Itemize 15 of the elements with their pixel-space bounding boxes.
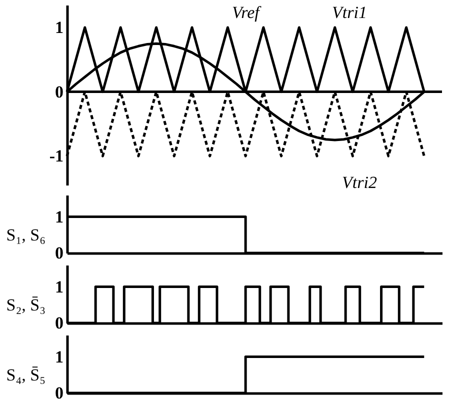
y-tick-label: 1 bbox=[55, 277, 64, 296]
y-axis-title: S₁, S₆ bbox=[6, 225, 46, 244]
annotation: Vref bbox=[232, 3, 262, 22]
y-tick-label: 0 bbox=[55, 314, 64, 332]
y-tick-label: -1 bbox=[49, 146, 64, 166]
y-tick-label: 0 bbox=[55, 244, 64, 262]
y-tick-label: 0 bbox=[55, 384, 64, 402]
y-tick-label: 0 bbox=[55, 82, 64, 102]
y-tick-label: 1 bbox=[55, 347, 64, 366]
annotation: Vtri2 bbox=[342, 173, 378, 192]
annotation: Vtri1 bbox=[332, 3, 367, 22]
y-tick-label: 1 bbox=[55, 18, 64, 37]
y-axis-title: S₄, S̄₅ bbox=[6, 365, 46, 384]
y-tick-label: 1 bbox=[55, 207, 64, 226]
y-axis-title: S₂, S̄₃ bbox=[6, 295, 46, 314]
